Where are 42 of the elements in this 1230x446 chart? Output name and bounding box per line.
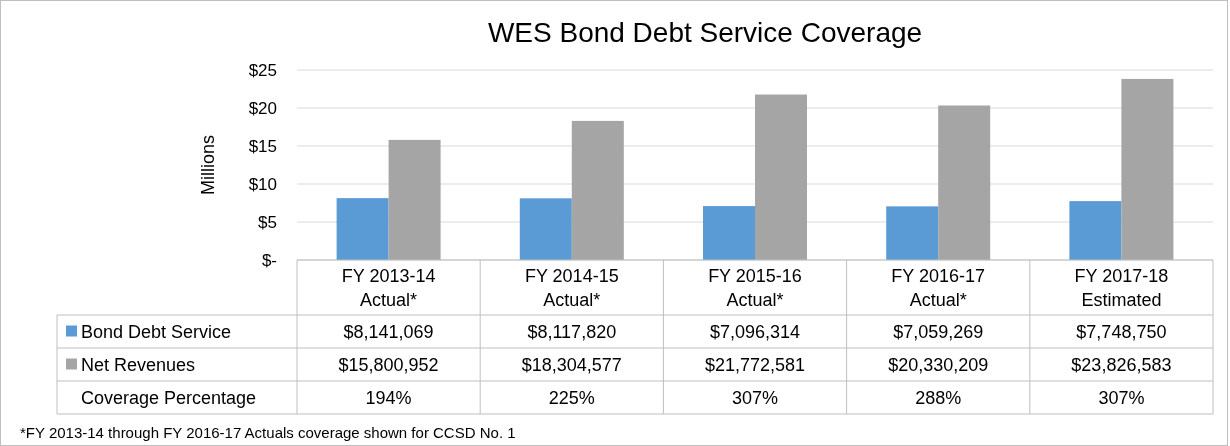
- bar: [886, 206, 939, 260]
- bar: [571, 120, 624, 260]
- bar: [388, 139, 441, 260]
- text: $7,748,750: [1076, 321, 1167, 342]
- y-tick-label: $5: [258, 213, 277, 232]
- text: $15,800,952: [338, 354, 439, 375]
- text: 288%: [915, 387, 962, 408]
- y-tick-label: $15: [248, 137, 277, 156]
- y-axis-title: Millions: [198, 134, 218, 196]
- x-tick-label: FY 2016-17 Actual*: [891, 266, 986, 310]
- x-tick-label: FY 2017-18 Estimated: [1074, 266, 1169, 310]
- text: 307%: [731, 387, 779, 408]
- text: $18,304,577: [521, 354, 622, 375]
- text: $7,096,314: [709, 321, 801, 342]
- text: $23,826,583: [1071, 354, 1172, 375]
- chart-title: WES Bond Debt Service Coverage: [487, 17, 923, 48]
- text: $21,772,581: [704, 354, 806, 375]
- y-tick-label: $20: [248, 99, 277, 118]
- x-tick-label: FY 2013-14 Actual*: [341, 266, 436, 310]
- text: 225%: [548, 387, 595, 408]
- y-tick-label: $-: [261, 251, 277, 270]
- text: 194%: [365, 387, 412, 408]
- text: 307%: [1098, 387, 1145, 408]
- text: $20,330,209: [888, 354, 989, 375]
- bar: [755, 94, 807, 260]
- bar: [1069, 201, 1122, 260]
- text: *FY 2013-14 through FY 2016-17 Actuals coverage shown for CCSD No. 1: [20, 424, 516, 441]
- bar: [519, 198, 572, 260]
- bar: [336, 198, 389, 260]
- text: $7,059,269: [893, 321, 984, 342]
- bar: [703, 206, 755, 260]
- y-tick-label: $10: [248, 175, 277, 194]
- x-tick-label: FY 2015-16 Actual*: [708, 266, 802, 310]
- text: $8,117,820: [527, 321, 617, 342]
- legend-label: Net Revenues: [81, 354, 196, 375]
- x-tick-label: FY 2014-15 Actual*: [524, 266, 619, 310]
- text: $8,141,069: [343, 321, 434, 342]
- legend-label: Bond Debt Service: [81, 321, 232, 342]
- y-tick-label: $25: [248, 61, 277, 80]
- text: Coverage Percentage: [81, 387, 257, 408]
- bar: [938, 105, 991, 260]
- bar: [1121, 78, 1174, 260]
